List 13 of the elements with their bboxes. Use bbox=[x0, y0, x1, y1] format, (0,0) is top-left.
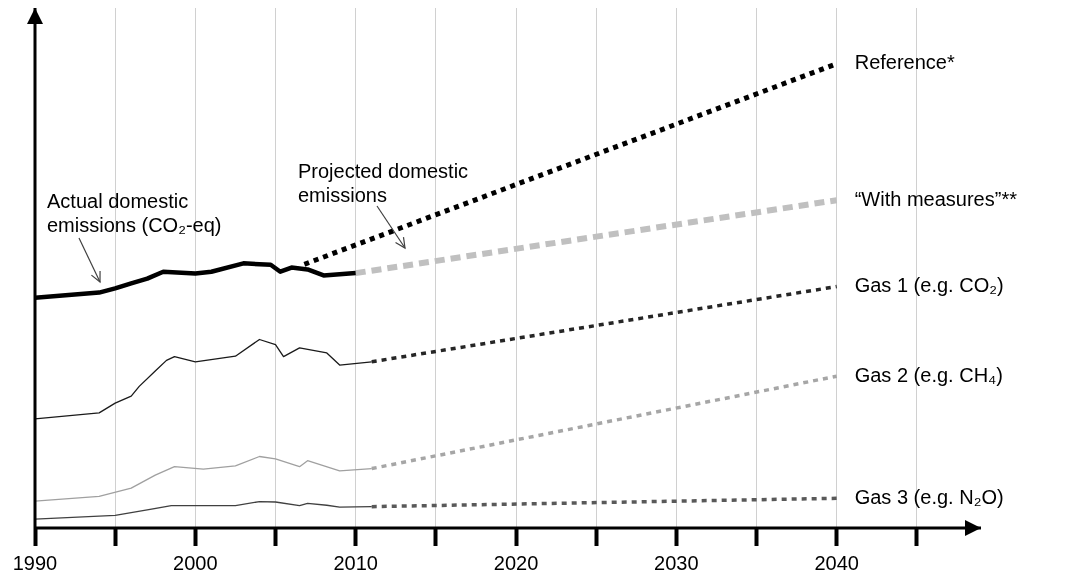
series-label: Gas 3 (e.g. N₂O) bbox=[854, 485, 1004, 508]
annotation: Projected domestic emissions bbox=[298, 160, 469, 206]
x-tick-label: 2040 bbox=[814, 551, 859, 574]
x-tick-label: 2000 bbox=[173, 551, 218, 574]
series-label: Gas 2 (e.g. CH₄) bbox=[854, 363, 1003, 386]
x-tick-label: 2030 bbox=[654, 551, 699, 574]
series-label: “With measures”** bbox=[854, 187, 1018, 210]
annotation: Actual domestic emissions (CO₂-eq) bbox=[47, 190, 222, 236]
x-tick-label: 2020 bbox=[493, 551, 539, 574]
series-label: Reference* bbox=[854, 51, 955, 74]
series-label: Gas 1 (e.g. CO₂) bbox=[854, 274, 1004, 297]
x-tick-label: 1990 bbox=[12, 551, 58, 574]
x-tick-label: 2010 bbox=[333, 551, 378, 574]
